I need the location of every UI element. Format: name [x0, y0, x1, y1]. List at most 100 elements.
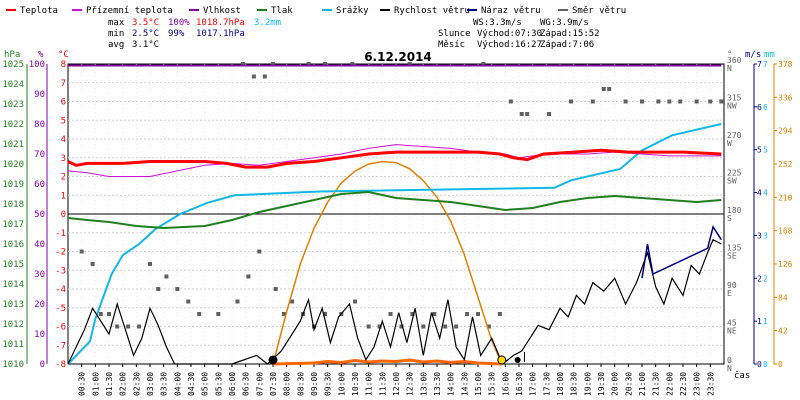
wind-direction-point: [90, 262, 95, 266]
wind-speed-line: [67, 238, 722, 365]
stats-avg-label: avg: [108, 40, 124, 50]
wind-direction-point: [353, 299, 357, 304]
temperature-tick: 7: [61, 79, 66, 89]
pressure-tick: 1018: [2, 200, 24, 210]
stats-max-label: max: [108, 18, 125, 28]
time-tick: 17:00: [529, 372, 538, 396]
wind-direction-point: [107, 312, 111, 316]
temperature-tick: -8: [55, 360, 66, 370]
temperature-tick: -7: [55, 341, 66, 351]
sun-moon-markers: [268, 352, 525, 365]
wind-direction-point: [240, 62, 245, 66]
time-tick: 14:30: [460, 372, 469, 396]
direction-tick: 360: [727, 56, 742, 65]
wind-tick: 1: [757, 317, 762, 326]
wind-direction-point: [547, 112, 552, 116]
time-tick: 23:00: [693, 372, 702, 396]
temperature-tick: -2: [55, 248, 66, 258]
stats-wind-gust: WG:3.9m/s: [540, 18, 589, 28]
rain-rate-tick: 0: [778, 360, 783, 369]
pressure-tick: 1022: [2, 120, 24, 130]
pressure-tick: 1014: [2, 280, 24, 290]
wind-direction-point: [156, 287, 161, 291]
wind-direction-point: [568, 99, 573, 104]
stats-max-temp: 3.5°C: [132, 18, 159, 28]
rain-tick: 3: [763, 231, 768, 240]
time-tick: 17:30: [542, 372, 551, 396]
ground-temperature-series: [67, 144, 722, 177]
rain-rate-tick: 252: [778, 160, 793, 169]
direction-label: NE: [727, 327, 737, 336]
time-tick: 11:30: [378, 372, 387, 396]
rain-tick: 7: [763, 60, 768, 69]
time-tick: 20:00: [611, 372, 620, 396]
temperature-tick: -4: [55, 285, 66, 295]
wind-direction-point: [262, 74, 267, 79]
time-tick: 18:00: [556, 372, 565, 396]
wind-direction-point: [350, 62, 355, 66]
chart-title: 6.12.2014: [364, 50, 432, 64]
time-tick: 13:00: [419, 372, 428, 396]
pressure-series: [67, 190, 722, 230]
time-tick: 12:00: [392, 372, 401, 396]
wind-direction-point: [432, 312, 437, 316]
wind-direction-point: [98, 312, 103, 316]
time-tick: 09:00: [310, 372, 319, 396]
direction-tick: 315: [727, 94, 742, 103]
stats-min-press: 1017.1hPa: [196, 29, 245, 39]
rain-rate-tick: 336: [778, 93, 793, 102]
rain-tick: 2: [763, 274, 768, 283]
time-tick: 08:30: [296, 372, 305, 396]
pressure-tick: 1023: [2, 100, 24, 110]
time-tick: 21:30: [652, 372, 661, 396]
stats-min-hum: 99%: [168, 29, 185, 39]
time-tick: 01:30: [105, 372, 114, 396]
stats-block: max 3.5°C 100% 1018.7hPa 3.2mm min 2.5°C…: [108, 18, 600, 50]
time-tick: 06:30: [242, 372, 251, 396]
wind-direction-point: [407, 62, 412, 66]
wind-direction-point: [497, 312, 502, 316]
direction-label: SE: [727, 252, 737, 261]
wind-speed-series: [67, 238, 722, 365]
wind-direction-point: [251, 74, 256, 79]
wind-direction-point: [640, 99, 644, 104]
pressure-tick: 1024: [2, 80, 24, 90]
wind-direction-point: [366, 324, 371, 329]
temperature-tick: 2: [61, 173, 66, 183]
wind-direction-point: [281, 312, 286, 316]
temperature-tick: -1: [55, 229, 66, 239]
wind-direction-point: [235, 299, 240, 304]
wind-direction-point: [306, 62, 311, 66]
temperature-tick: -6: [55, 323, 66, 333]
sunrise: Východ:07:30: [477, 29, 542, 39]
axis-unit-headers: hPa % °C ° m/s mm: [4, 50, 775, 60]
direction-tick: 0: [727, 356, 732, 365]
direction-label: SW: [727, 177, 737, 186]
rain-tick: 1: [763, 317, 768, 326]
wind-direction-point: [257, 249, 262, 254]
moonrise: Východ:16:27: [477, 40, 542, 50]
wind-direction-point: [508, 99, 513, 104]
pressure-tick: 1016: [2, 240, 24, 250]
sunset: Západ:15:52: [540, 29, 600, 39]
wind-direction-point: [519, 112, 524, 116]
pressure-tick: 1025: [2, 60, 24, 70]
humidity-tick: 60: [34, 180, 45, 190]
temperature-tick: 0: [61, 210, 66, 220]
wind-direction-point: [443, 324, 448, 329]
wind-direction-point: [476, 312, 480, 316]
wind-direction-point: [410, 312, 415, 316]
left-axes: 1025102410231022102110201019101810171016…: [2, 60, 66, 370]
time-tick: 03:30: [160, 372, 169, 396]
legend: Teplota Přízemní teplota Vlhkost Tlak Srážky…: [6, 6, 626, 16]
time-tick: 00:30: [78, 372, 87, 396]
direction-unit: °: [727, 50, 732, 60]
time-tick: 22:30: [679, 372, 688, 396]
time-tick: 19:30: [597, 372, 606, 396]
wind-direction-point: [667, 99, 672, 104]
wind-direction-point: [590, 99, 595, 104]
time-tick: 04:00: [173, 372, 182, 396]
pressure-line: [67, 190, 722, 230]
wind-direction-point: [322, 312, 327, 316]
